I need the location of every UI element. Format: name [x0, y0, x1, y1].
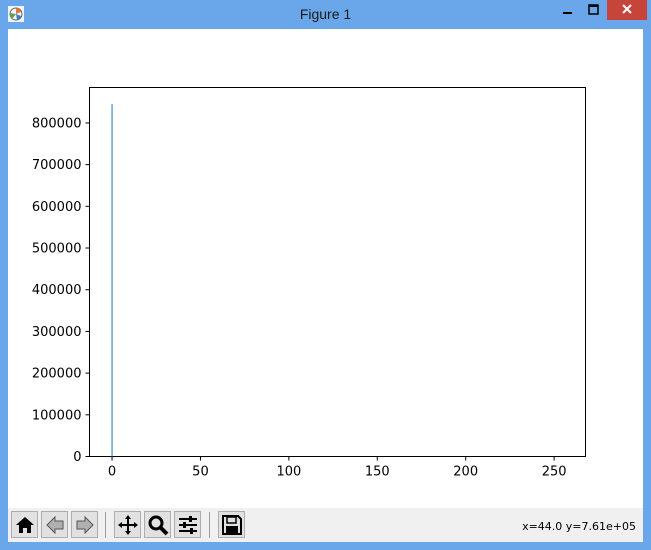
configure-subplots-button[interactable]: [174, 511, 201, 538]
x-tick-label: 250: [542, 465, 567, 480]
y-tick-label: 400000: [32, 283, 82, 298]
y-tick-label: 800000: [32, 116, 82, 131]
y-tick-label: 600000: [32, 200, 82, 215]
bar-chart: 0 50 100 150 200 250 0 100000 200000 300000 40000…: [32, 87, 586, 480]
x-tick-label: 200: [453, 465, 478, 480]
navigation-toolbar: x=44.0 y=7.61e+05: [8, 508, 643, 542]
title-bar[interactable]: Figure 1: [0, 0, 651, 29]
y-tick-label: 0: [73, 450, 81, 465]
magnifier-icon: [148, 515, 169, 536]
y-tick-label: 700000: [32, 158, 82, 173]
save-button[interactable]: [218, 511, 245, 538]
y-tick-label: 200000: [32, 367, 82, 382]
axes-frame: [89, 87, 586, 457]
x-tick-label: 100: [276, 465, 301, 480]
toolbar-separator: [209, 512, 210, 538]
window-title: Figure 1: [299, 6, 352, 22]
matplotlib-app-icon: [8, 6, 24, 22]
forward-button[interactable]: [71, 511, 98, 538]
home-button[interactable]: [11, 511, 38, 538]
figure-client-area: 0 50 100 150 200 250 0 100000 200000 300000 40000…: [8, 29, 643, 542]
home-icon: [16, 517, 34, 533]
bar-0: [111, 104, 113, 457]
pan-button[interactable]: [114, 511, 141, 538]
move-arrows-icon: [118, 515, 138, 535]
x-tick-label: 0: [108, 465, 116, 480]
zoom-button[interactable]: [144, 511, 171, 538]
close-icon: [622, 4, 632, 14]
minimize-button[interactable]: [555, 0, 581, 20]
minimize-icon: [563, 12, 572, 14]
y-tick-label: 100000: [32, 408, 82, 423]
cursor-coordinates: x=44.0 y=7.61e+05: [522, 520, 636, 533]
close-button[interactable]: [607, 0, 647, 20]
maximize-button[interactable]: [581, 0, 607, 20]
y-tick-label: 300000: [32, 325, 82, 340]
back-arrow-icon: [46, 515, 64, 535]
floppy-disk-icon: [222, 515, 242, 535]
y-tick-label: 500000: [32, 242, 82, 257]
x-tick-label: 150: [365, 465, 390, 480]
forward-arrow-icon: [76, 515, 94, 535]
maximize-icon: [588, 4, 599, 15]
toolbar-separator: [105, 512, 106, 538]
plot-canvas[interactable]: 0 50 100 150 200 250 0 100000 200000 300000 40000…: [8, 29, 643, 508]
back-button[interactable]: [41, 511, 68, 538]
x-tick-label: 50: [192, 465, 209, 480]
sliders-icon: [179, 516, 197, 534]
